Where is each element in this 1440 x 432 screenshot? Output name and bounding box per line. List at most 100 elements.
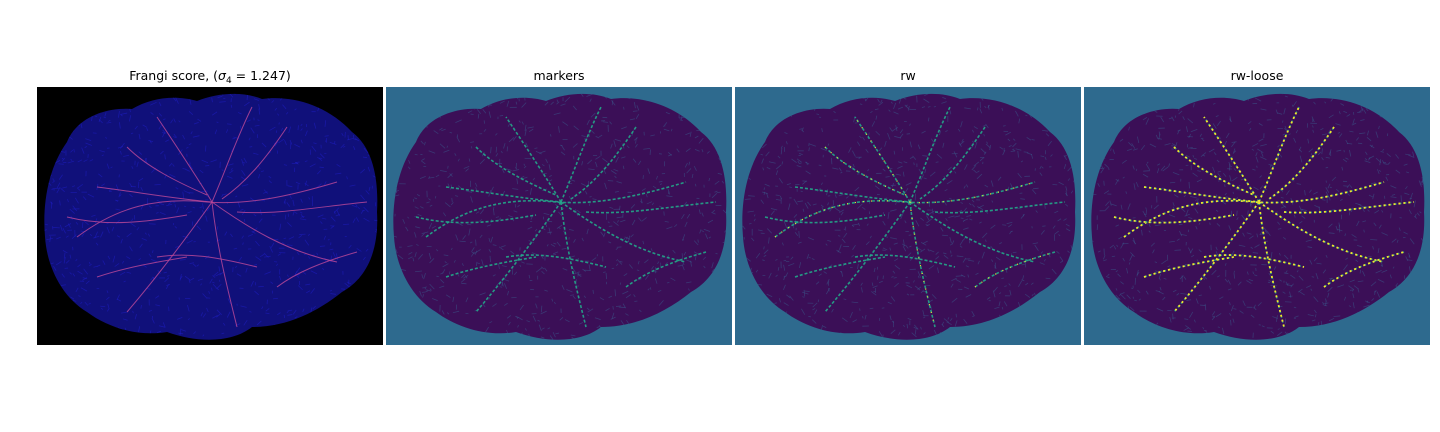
texture-mark xyxy=(1050,154,1053,157)
texture-mark xyxy=(447,173,453,179)
texture-mark xyxy=(1164,143,1171,146)
texture-mark xyxy=(684,221,688,228)
texture-mark xyxy=(766,167,771,170)
texture-mark xyxy=(862,316,864,319)
texture-mark xyxy=(962,257,967,263)
texture-mark xyxy=(211,97,213,103)
texture-mark xyxy=(768,161,776,164)
texture-mark xyxy=(635,113,640,120)
texture-mark xyxy=(1159,287,1162,291)
texture-mark xyxy=(945,202,947,206)
texture-mark xyxy=(164,154,166,160)
texture-mark xyxy=(680,115,683,120)
texture-mark xyxy=(548,164,551,171)
vessel-line xyxy=(919,126,986,200)
texture-mark xyxy=(1017,172,1022,179)
texture-mark xyxy=(707,219,714,224)
texture-mark xyxy=(322,267,325,271)
texture-mark xyxy=(960,202,963,204)
texture-mark xyxy=(921,130,926,134)
texture-mark xyxy=(1288,133,1291,136)
texture-mark xyxy=(780,148,783,155)
texture-mark xyxy=(95,242,99,246)
texture-mark xyxy=(138,177,144,182)
texture-mark xyxy=(812,203,817,206)
texture-mark xyxy=(449,173,453,177)
texture-mark xyxy=(321,217,327,220)
vessel-line xyxy=(475,146,557,196)
texture-mark xyxy=(625,313,629,316)
texture-mark xyxy=(1413,200,1416,208)
texture-mark xyxy=(166,203,173,207)
texture-mark xyxy=(440,279,445,284)
texture-mark xyxy=(681,213,685,220)
texture-mark xyxy=(951,240,955,245)
texture-mark xyxy=(67,223,71,228)
texture-mark xyxy=(570,255,575,258)
texture-mark xyxy=(1338,224,1341,227)
texture-mark xyxy=(529,188,532,195)
texture-mark xyxy=(1041,166,1044,169)
texture-mark xyxy=(1215,251,1218,256)
texture-mark xyxy=(412,198,415,202)
texture-mark xyxy=(581,183,586,186)
texture-mark xyxy=(1278,252,1281,256)
texture-mark xyxy=(254,124,260,127)
texture-mark xyxy=(907,105,910,111)
texture-mark xyxy=(516,316,519,319)
texture-mark xyxy=(102,260,106,266)
texture-mark xyxy=(189,277,195,281)
texture-mark xyxy=(1382,148,1385,152)
texture-mark xyxy=(1363,304,1370,308)
texture-mark xyxy=(1345,257,1349,260)
texture-mark xyxy=(1260,156,1267,161)
texture-mark xyxy=(808,147,810,152)
texture-mark xyxy=(142,124,148,128)
texture-mark xyxy=(839,209,844,214)
texture-mark xyxy=(954,215,961,218)
texture-mark xyxy=(479,158,485,165)
texture-mark xyxy=(292,309,297,315)
texture-mark xyxy=(161,131,166,135)
texture-mark xyxy=(986,141,988,144)
texture-mark xyxy=(960,121,963,128)
texture-mark xyxy=(762,167,765,171)
texture-mark xyxy=(1298,275,1304,281)
texture-mark xyxy=(182,167,187,170)
texture-mark xyxy=(1281,203,1287,208)
texture-mark xyxy=(701,230,705,233)
texture-mark xyxy=(532,315,537,322)
texture-mark xyxy=(513,210,518,213)
texture-mark xyxy=(443,149,450,153)
texture-mark xyxy=(224,231,228,236)
texture-mark xyxy=(1065,203,1069,207)
texture-mark xyxy=(501,265,507,268)
texture-mark xyxy=(904,220,907,224)
texture-mark xyxy=(586,119,590,126)
texture-mark xyxy=(1260,152,1264,157)
texture-mark xyxy=(1282,133,1286,136)
texture-mark xyxy=(573,125,579,131)
texture-mark xyxy=(1313,257,1318,262)
texture-mark xyxy=(1348,285,1354,290)
texture-mark xyxy=(935,251,939,255)
texture-mark xyxy=(158,102,162,107)
texture-mark xyxy=(507,122,511,127)
texture-mark xyxy=(465,312,469,315)
tissue-texture xyxy=(742,93,1076,340)
texture-mark xyxy=(294,211,298,214)
texture-mark xyxy=(871,291,877,296)
texture-mark xyxy=(1375,131,1379,138)
texture-mark xyxy=(1335,225,1338,231)
texture-mark xyxy=(212,275,216,278)
texture-mark xyxy=(250,197,257,203)
texture-mark xyxy=(1047,140,1053,147)
texture-mark xyxy=(1024,293,1031,298)
texture-mark xyxy=(1293,214,1296,218)
texture-mark xyxy=(926,215,930,221)
vessel-highlight xyxy=(1173,146,1255,196)
texture-mark xyxy=(611,312,615,319)
texture-mark xyxy=(1115,179,1119,185)
texture-mark xyxy=(1015,148,1022,151)
texture-mark xyxy=(913,326,918,330)
